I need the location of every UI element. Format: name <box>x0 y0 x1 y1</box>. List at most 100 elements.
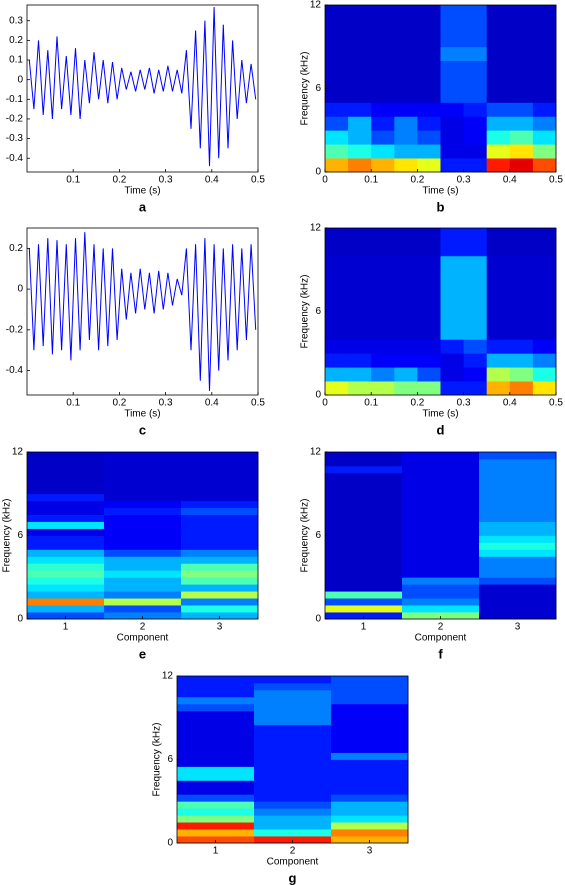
heat-cell <box>181 507 259 516</box>
heat-cell <box>479 535 557 543</box>
heat-cell <box>417 102 441 117</box>
heat-cell <box>325 563 403 571</box>
heat-cell <box>177 745 255 753</box>
heat-cell <box>104 577 182 585</box>
heat-cell <box>371 60 395 75</box>
heat-cell <box>181 535 259 543</box>
x-axis-label: Time (s) <box>124 409 160 420</box>
heat-cell <box>104 472 182 481</box>
heat-cell <box>417 228 441 243</box>
heat-cell <box>181 605 259 613</box>
x-tick-label: 1 <box>213 846 219 857</box>
heat-cell <box>402 528 480 536</box>
heat-cell <box>509 144 534 159</box>
heat-cell <box>509 102 534 117</box>
heat-cell <box>371 158 395 173</box>
heat-cell <box>440 158 464 173</box>
heat-cell <box>104 542 182 550</box>
heat-cell <box>27 493 105 502</box>
heat-cell <box>394 144 418 159</box>
heat-cell <box>402 563 480 571</box>
heat-cell <box>325 130 349 145</box>
heat-cell <box>348 130 372 145</box>
heat-cell <box>104 549 182 557</box>
heat-cell <box>402 605 480 613</box>
heat-cell <box>371 46 395 62</box>
heat-cell <box>532 60 557 75</box>
heat-cell <box>486 297 511 312</box>
y-tick-label: 0 <box>167 838 173 849</box>
heat-cell <box>254 745 332 753</box>
heat-cell <box>348 32 372 48</box>
panel-label: a <box>139 199 147 214</box>
heat-cell <box>27 465 105 474</box>
heat-cell <box>181 612 259 620</box>
heat-cell <box>181 556 259 564</box>
heat-cell <box>394 116 418 131</box>
heat-cell <box>325 479 403 488</box>
heat-cell <box>325 255 349 271</box>
heat-cell <box>331 773 409 781</box>
heat-cell <box>486 311 511 326</box>
heat-cell <box>479 556 557 564</box>
heat-cell <box>325 5 349 20</box>
heat-cell <box>440 130 464 145</box>
y-tick-label: 12 <box>310 223 322 234</box>
heat-cell <box>348 255 372 271</box>
heat-cell <box>402 549 480 557</box>
x-tick-label: 1 <box>63 622 69 633</box>
heat-cell <box>104 521 182 529</box>
heat-cell <box>417 367 441 382</box>
heat-cell <box>181 584 259 592</box>
x-tick-label: 0.5 <box>549 398 563 409</box>
heat-cell <box>532 297 557 312</box>
heat-cell <box>331 731 409 740</box>
heat-cell <box>177 731 255 740</box>
heat-cell <box>371 255 395 271</box>
heat-cell <box>486 325 511 340</box>
heat-cell <box>348 46 372 62</box>
heat-cell <box>348 228 372 243</box>
heat-cell <box>463 32 488 48</box>
heat-cell <box>509 18 534 34</box>
heat-cell <box>486 60 511 75</box>
y-tick-label: 12 <box>310 447 322 458</box>
x-axis-label: Component <box>415 633 467 644</box>
heat-cell <box>348 88 372 103</box>
heat-cell <box>463 255 488 271</box>
heat-cell <box>532 18 557 34</box>
y-axis-label: Frequency (kHz) <box>2 499 13 573</box>
heat-cell <box>104 570 182 578</box>
x-tick-label: 3 <box>515 622 521 633</box>
heat-cell <box>325 241 349 257</box>
heat-cell <box>325 584 403 592</box>
heat-cell <box>254 836 332 844</box>
heat-cell <box>402 577 480 585</box>
heat-cell <box>325 353 349 368</box>
heat-cell <box>417 32 441 48</box>
y-tick-label: 6 <box>167 754 173 765</box>
heat-cell <box>325 486 403 495</box>
x-tick-label: 0.4 <box>205 175 219 186</box>
x-tick-label: 1 <box>361 622 367 633</box>
heat-cell <box>254 787 332 795</box>
heat-cell <box>394 158 418 173</box>
heat-cell <box>177 710 255 719</box>
heat-cell <box>181 514 259 522</box>
heat-cell <box>479 486 557 495</box>
heat-cell <box>325 528 403 536</box>
heat-cell <box>402 472 480 481</box>
heat-cell <box>254 703 332 712</box>
x-axis-label: Component <box>267 857 319 868</box>
heat-cell <box>463 269 488 285</box>
heat-cell <box>371 5 395 20</box>
heat-cell <box>254 676 332 684</box>
heat-cell <box>348 269 372 285</box>
heat-cell <box>181 458 259 467</box>
heat-cell <box>104 591 182 599</box>
heat-cell <box>325 18 349 34</box>
heat-cell <box>532 130 557 145</box>
heat-cell <box>417 88 441 103</box>
heat-cell <box>394 60 418 75</box>
heat-cell <box>331 752 409 760</box>
